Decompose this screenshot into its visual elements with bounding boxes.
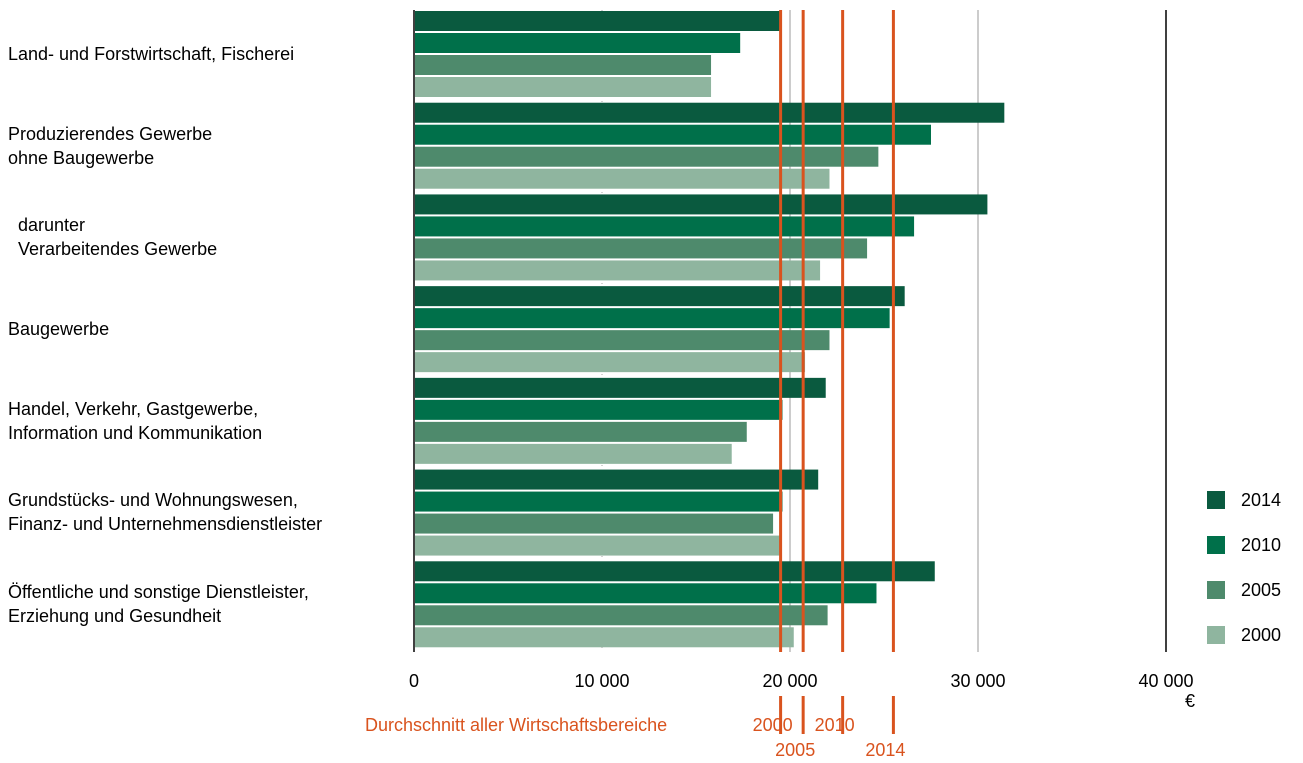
bar-2014-0 — [415, 11, 781, 31]
category-label: Öffentliche und sonstige Dienstleister, … — [8, 582, 309, 627]
x-tick-label: 0 — [409, 671, 419, 691]
x-tick-label: 10 000 — [574, 671, 629, 691]
legend-swatch — [1207, 626, 1225, 644]
bar-2010-3 — [415, 308, 890, 329]
bar-2005-5 — [415, 513, 774, 534]
bar-2010-2 — [415, 216, 915, 237]
category-label: Grundstücks- und Wohnungswesen, Finanz- … — [8, 490, 323, 535]
x-tick-label: 30 000 — [950, 671, 1005, 691]
category-label: Produzierendes Gewerbe ohne Baugewerbe — [8, 123, 213, 168]
average-caption: Durchschnitt aller Wirtschaftsbereiche — [365, 715, 668, 735]
legend-item-2010: 2010 — [1207, 533, 1281, 557]
bar-2014-2 — [415, 194, 988, 215]
average-year-label-2014: 2014 — [865, 740, 906, 760]
bar-2000-2 — [415, 260, 821, 281]
category-label: Handel, Verkehr, Gastgewerbe, Informatio… — [8, 398, 263, 443]
bar-2010-6 — [415, 583, 877, 604]
bar-2000-5 — [415, 535, 781, 556]
legend-item-2005: 2005 — [1207, 578, 1281, 602]
bar-2000-4 — [415, 443, 732, 464]
bar-2005-0 — [415, 55, 712, 75]
bar-2014-4 — [415, 377, 826, 398]
legend-swatch — [1207, 491, 1225, 509]
legend-item-2014: 2014 — [1207, 488, 1281, 512]
bar-2014-1 — [415, 102, 1005, 123]
bar-2010-0 — [415, 33, 741, 53]
bar-2014-5 — [415, 469, 819, 490]
x-tick-label: 20 000 — [762, 671, 817, 691]
bar-2010-5 — [415, 491, 783, 512]
bar-2000-3 — [415, 352, 806, 373]
bar-2005-4 — [415, 421, 747, 442]
bar-2005-3 — [415, 330, 830, 351]
legend-swatch — [1207, 536, 1225, 554]
bar-2014-6 — [415, 561, 935, 582]
category-label: Land- und Forstwirtschaft, Fischerei — [8, 43, 295, 64]
average-year-label-2005: 2005 — [775, 740, 816, 760]
legend-swatch — [1207, 581, 1225, 599]
bar-2000-1 — [415, 168, 830, 189]
bar-2014-3 — [415, 286, 905, 307]
category-label: Baugewerbe — [8, 319, 110, 339]
legend-label: 2005 — [1241, 579, 1282, 600]
bar-2005-2 — [415, 238, 868, 259]
legend-item-2000: 2000 — [1207, 623, 1281, 647]
bar-2000-0 — [415, 77, 712, 97]
legend-label: 2000 — [1241, 624, 1282, 645]
bar-2000-6 — [415, 627, 794, 648]
bar-2010-4 — [415, 399, 783, 420]
bar-2005-1 — [415, 146, 879, 167]
legend: 2014 2010 2005 2000 — [1207, 488, 1281, 668]
legend-label: 2010 — [1241, 534, 1282, 555]
average-year-label-2000: 2000 — [752, 715, 793, 735]
category-label: darunter Verarbeitendes Gewerbe — [18, 215, 218, 260]
x-axis-unit: € — [1185, 691, 1196, 711]
bar-2005-6 — [415, 605, 828, 626]
x-tick-label: 40 000 — [1138, 671, 1193, 691]
average-year-label-2010: 2010 — [814, 715, 855, 735]
bar-2010-1 — [415, 124, 931, 145]
legend-label: 2014 — [1241, 489, 1282, 510]
